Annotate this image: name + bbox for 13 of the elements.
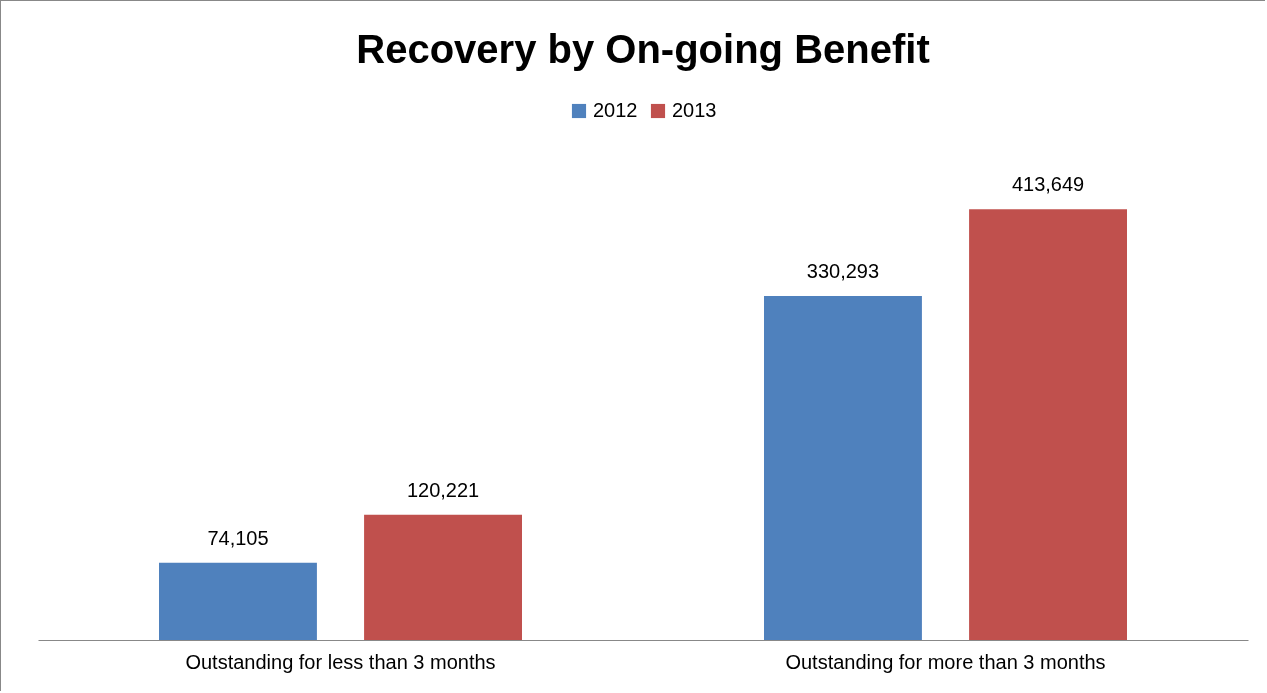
chart-title: Recovery by On-going Benefit [356, 27, 930, 71]
bar [364, 514, 522, 640]
x-tick-label: Outstanding for more than 3 months [785, 650, 1106, 673]
x-tick-label: Outstanding for less than 3 months [185, 650, 496, 673]
bar [764, 296, 922, 640]
data-label: 330,293 [806, 260, 880, 283]
data-label: 120,221 [406, 478, 480, 501]
legend-label: 2013 [672, 99, 717, 121]
legend-label: 2012 [593, 99, 638, 121]
data-label: 413,649 [1011, 173, 1085, 196]
bar [159, 562, 317, 640]
bar [969, 209, 1127, 640]
data-label: 74,105 [207, 526, 269, 549]
